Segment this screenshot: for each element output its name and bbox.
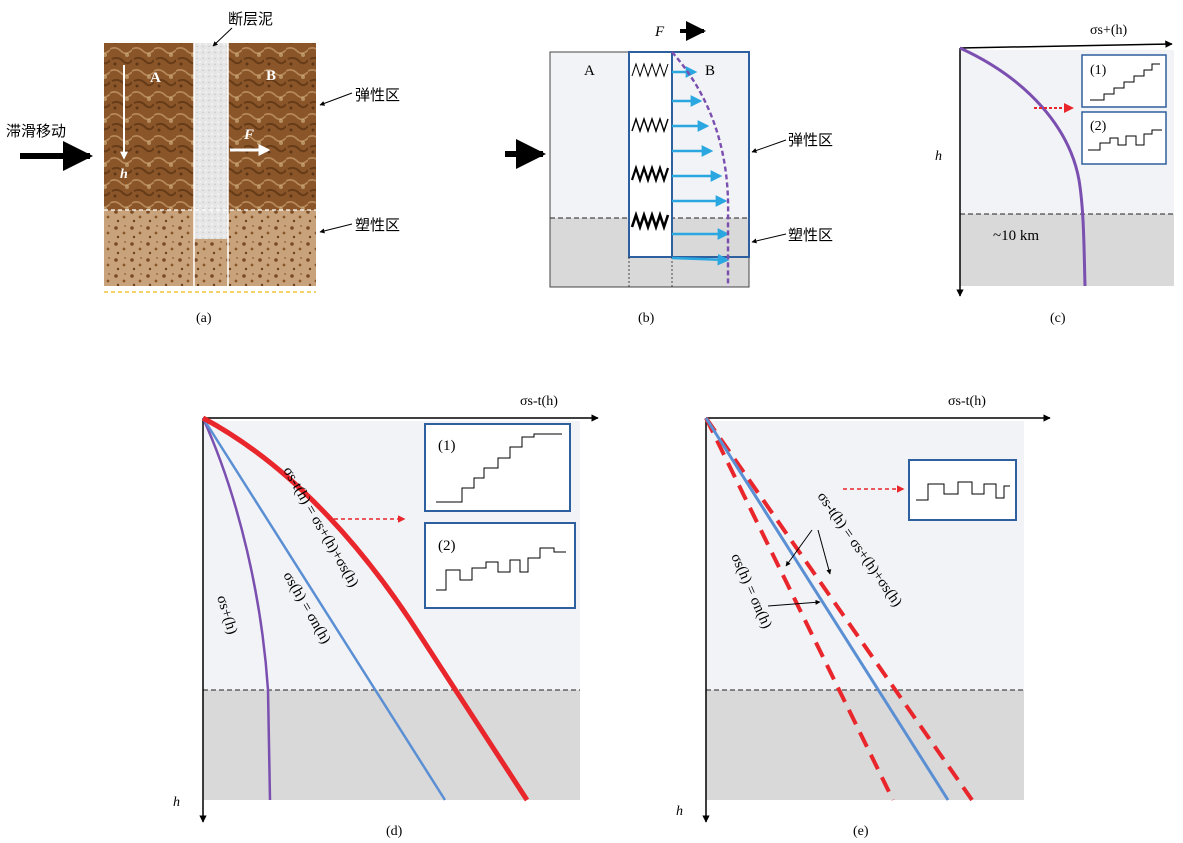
y-axis-label: h [676,804,683,819]
caption-c: (c) [1050,311,1066,326]
label-a: A [150,70,161,86]
label-f: F [654,24,665,40]
rock-block-b [228,43,316,210]
label-elastic: 弹性区 [355,86,400,104]
curve-purple [201,417,272,801]
curve-red [201,415,530,802]
label-a: A [584,63,595,79]
spring-4 [630,210,670,232]
label-h: h [120,167,128,182]
x-axis-label: σs+(h) [1090,23,1128,38]
label-b: B [266,68,276,84]
shear-arrow [671,253,730,266]
label-b: B [705,63,715,79]
spring-2 [631,116,669,134]
shear-arrows [671,66,730,266]
caption-e: (e) [853,824,869,839]
stress-curve [959,46,1087,287]
plastic-zone-b [228,210,316,286]
panel-d: (1) (2) σs+(h) σs(h) = σn(h) σs-t(h) = σ… [173,394,599,839]
label-stick-slip: 滞滑移动 [6,122,66,140]
panel-b: A B F 弹性区 塑性区 (b) [505,21,833,326]
caption-a: (a) [196,311,212,326]
spring-3 [630,164,670,184]
curve-red-upper [704,416,974,802]
label-plastic: 塑性区 [355,216,400,234]
panel-a: A B h F 断层泥 滞滑移动 弹性区 塑性区 (a) [6,10,400,326]
inset [908,459,1017,521]
curve-blue [704,417,950,801]
x-axis-label: σs-t(h) [520,394,558,409]
plastic-zone-a [104,210,194,286]
x-axis [959,40,1173,49]
label-f: F [243,127,254,143]
springs [630,62,670,232]
depth-label: ~10 km [993,228,1039,244]
inset-2 [1081,111,1167,165]
y-axis-label: h [173,795,180,810]
curve-red-lower [704,417,895,801]
caption-b: (b) [638,311,655,326]
caption-d: (d) [386,824,403,839]
gouge-plastic [194,239,228,286]
y-axis-label: h [935,149,942,164]
inset-2 [424,522,576,609]
spring-1 [631,62,669,78]
curve-blue [201,417,447,801]
panel-e: σs(h) = σn(h) σs-t(h) = σs+(h)+σs(h) σs-… [676,394,1051,839]
fault-gouge-strip [194,43,228,239]
inset-1-label: (1) [1090,63,1107,78]
label-fault-gouge: 断层泥 [228,10,273,28]
label-elastic: 弹性区 [788,131,833,149]
inset-1-label: (1) [438,438,456,454]
label-plastic: 塑性区 [788,226,833,244]
inset-2-label: (2) [438,538,456,554]
x-axis-label: σs-t(h) [948,394,986,409]
rock-block-a [104,43,194,210]
inset-2-label: (2) [1090,119,1107,134]
panel-c: (1) (2) σs+(h) h ~10 km (c) [935,23,1174,326]
stress-profile-curve [671,51,730,287]
